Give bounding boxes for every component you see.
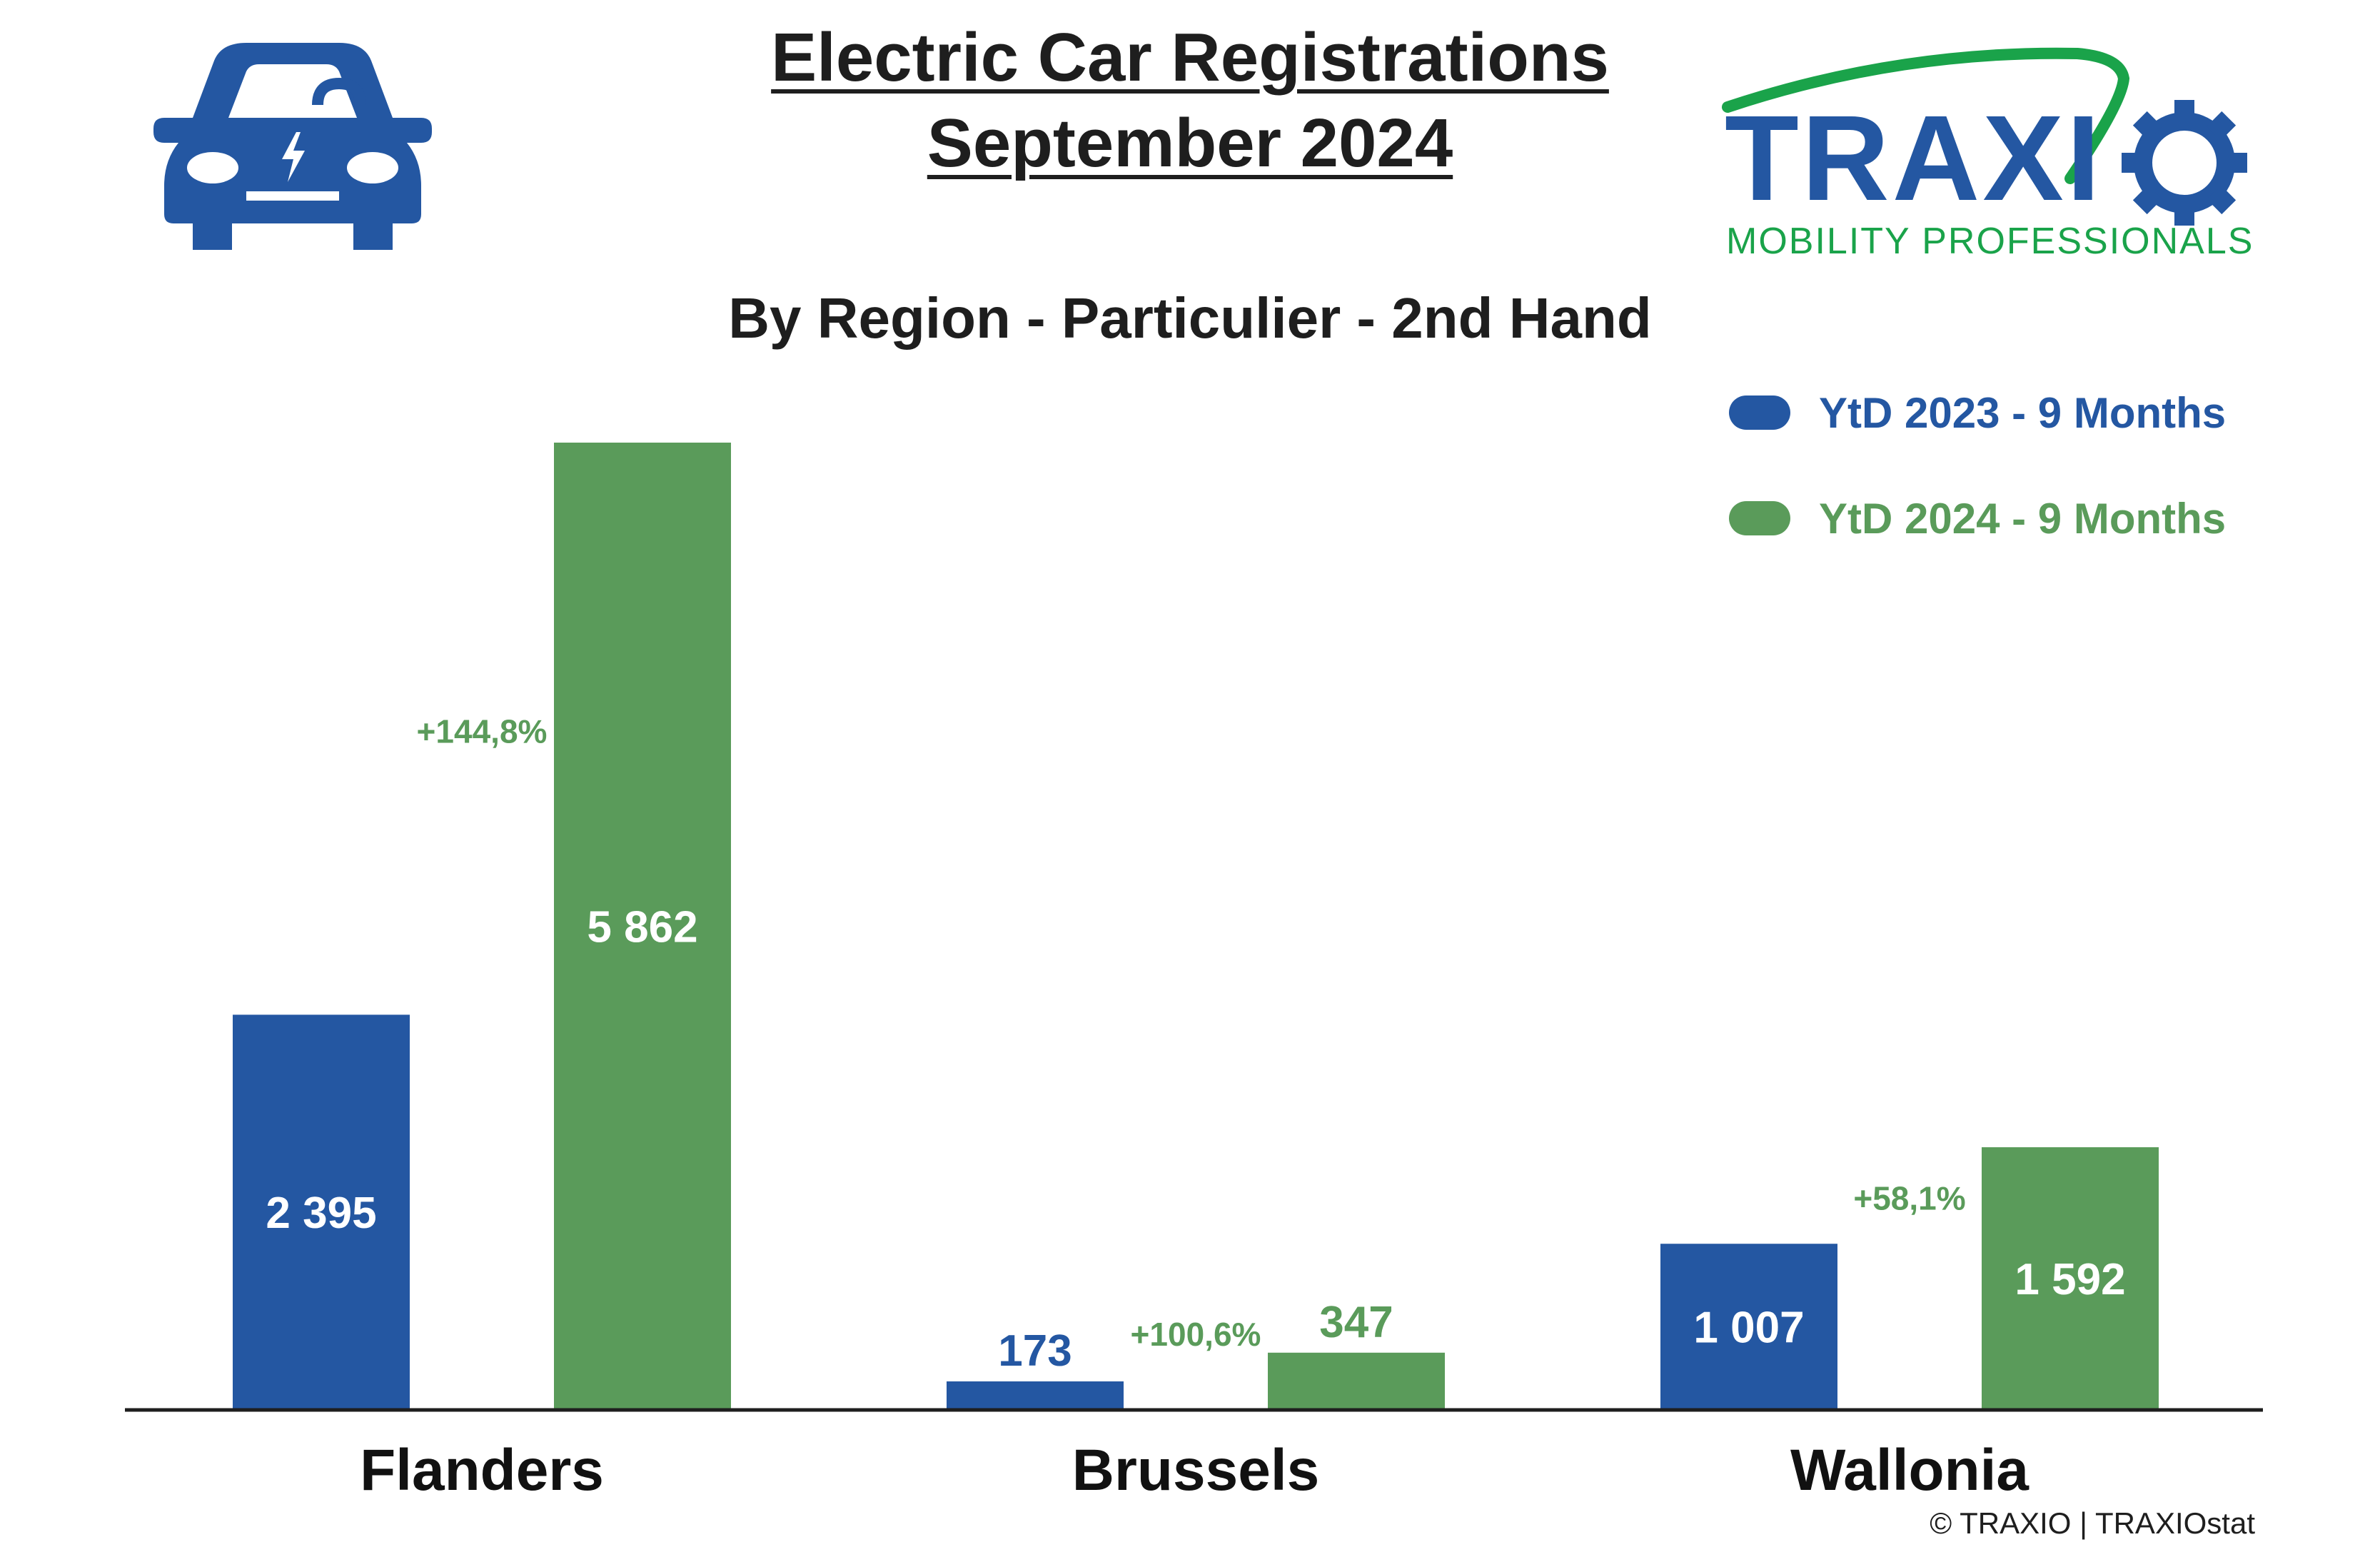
bar-brussels-2024	[1268, 1352, 1445, 1410]
x-tick-label-flanders: Flanders	[360, 1438, 604, 1503]
traxio-logo: TRAXI MOBILITY PROFESSIONALS	[1722, 47, 2254, 262]
electric-car-icon	[153, 43, 432, 250]
growth-annotation-brussels: +100,6%	[1131, 1316, 1261, 1353]
logo-tagline: MOBILITY PROFESSIONALS	[1726, 221, 2254, 262]
legend-item-ytd-2023: YtD 2023 - 9 Months	[1729, 389, 2226, 437]
chart-title-line-1: Electric Car Registrations	[771, 19, 1609, 96]
x-tick-label-brussels: Brussels	[1072, 1438, 1319, 1503]
legend-label-2024: YtD 2024 - 9 Months	[1819, 494, 2227, 543]
copyright-text: © TRAXIO | TRAXIOstat	[1930, 1506, 2255, 1540]
chart-title-line-2: September 2024	[927, 105, 1453, 181]
chart-subtitle: By Region - Particulier - 2nd Hand	[728, 286, 1652, 350]
data-label-wallonia-2023: 1 007	[1693, 1304, 1804, 1353]
data-label-brussels-2024: 347	[1319, 1298, 1393, 1347]
svg-text:TRAXI: TRAXI	[1725, 91, 2103, 226]
bar-wallonia-2024	[1982, 1147, 2159, 1410]
bar-brussels-2023	[947, 1381, 1124, 1410]
data-label-flanders-2024: 5 862	[587, 903, 697, 952]
data-label-wallonia-2024: 1 592	[2015, 1255, 2125, 1304]
legend-swatch-2024	[1729, 501, 1790, 535]
bar-flanders-2023	[233, 1014, 410, 1410]
growth-annotation-wallonia: +58,1%	[1853, 1180, 1965, 1217]
bar-flanders-2024	[554, 443, 731, 1410]
data-label-brussels-2023: 173	[998, 1326, 1071, 1376]
legend-swatch-2023	[1729, 395, 1790, 430]
bar-wallonia-2023	[1660, 1244, 1837, 1410]
data-label-flanders-2023: 2 395	[266, 1189, 376, 1238]
x-tick-label-wallonia: Wallonia	[1790, 1438, 2029, 1503]
legend-label-2023: YtD 2023 - 9 Months	[1819, 388, 2227, 437]
growth-annotation-flanders: +144,8%	[417, 713, 548, 750]
legend-item-ytd-2024: YtD 2024 - 9 Months	[1729, 494, 2227, 543]
